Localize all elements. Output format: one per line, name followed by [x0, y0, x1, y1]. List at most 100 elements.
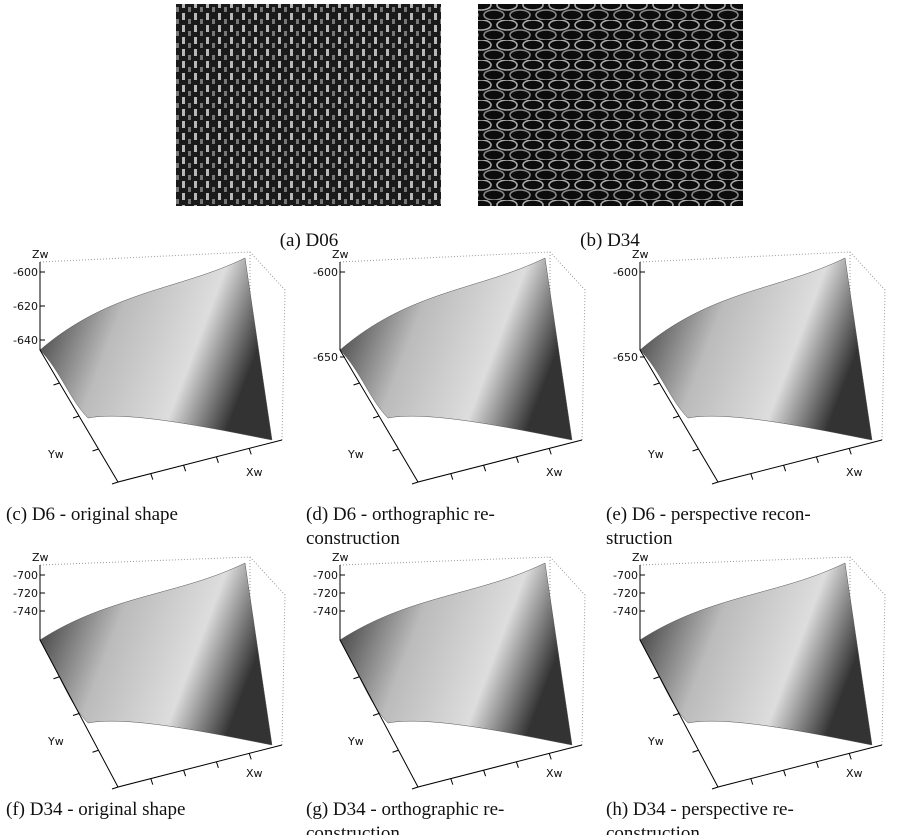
- axis-label: Xw: [846, 767, 863, 780]
- axis-label: Xw: [546, 767, 563, 780]
- axis-tick: [751, 779, 753, 785]
- axis-label: Xw: [246, 767, 263, 780]
- z-tick-label: -700: [13, 569, 38, 582]
- axis-tick: [673, 416, 679, 418]
- surface: [40, 258, 272, 440]
- axis-tick: [54, 383, 60, 385]
- axis-tick: [412, 482, 418, 484]
- axis-tick: [673, 714, 679, 716]
- axis-tick: [816, 457, 818, 463]
- z-tick-label: -720: [313, 587, 338, 600]
- axis-tick: [216, 457, 218, 463]
- caption: struction: [606, 528, 673, 549]
- axis-label: Yw: [647, 448, 664, 461]
- axis-tick: [849, 753, 851, 759]
- axis-tick: [354, 677, 360, 679]
- axis-tick: [693, 750, 699, 752]
- axis-tick: [151, 474, 153, 480]
- z-tick-label: -740: [613, 605, 638, 618]
- axis-tick: [73, 714, 79, 716]
- axis-tick: [451, 474, 453, 480]
- texture-image: [176, 4, 441, 206]
- surface: [340, 563, 572, 745]
- z-tick-label: -640: [13, 334, 38, 347]
- axis-tick: [712, 787, 718, 789]
- axis-tick: [516, 762, 518, 768]
- axis-label: Yw: [347, 735, 364, 748]
- z-tick-label: -720: [13, 587, 38, 600]
- caption: construction: [306, 823, 400, 835]
- axis-tick: [93, 449, 99, 451]
- axis-tick: [249, 753, 251, 759]
- z-tick-label: -720: [613, 587, 638, 600]
- z-tick-label: -600: [313, 266, 338, 279]
- axis-label: Zw: [632, 551, 649, 564]
- z-tick-label: -620: [13, 300, 38, 313]
- axis-tick: [712, 482, 718, 484]
- axis-tick: [184, 465, 186, 471]
- axis-tick: [451, 779, 453, 785]
- axis-tick: [784, 770, 786, 776]
- axis-tick: [751, 474, 753, 480]
- axis-tick: [373, 714, 379, 716]
- z-tick-label: -700: [313, 569, 338, 582]
- z-tick-label: -700: [613, 569, 638, 582]
- axis-tick: [393, 449, 399, 451]
- z-tick-label: -600: [613, 266, 638, 279]
- axis-tick: [249, 448, 251, 454]
- axis-tick: [373, 416, 379, 418]
- surface: [640, 258, 872, 440]
- caption: (c) D6 - original shape: [6, 504, 178, 525]
- z-tick-label: -650: [313, 351, 338, 364]
- axis-tick: [412, 787, 418, 789]
- axis-tick: [354, 383, 360, 385]
- axis-tick: [484, 465, 486, 471]
- surface: [40, 563, 272, 745]
- surface: [640, 563, 872, 745]
- caption: (h) D34 - perspective re-: [606, 799, 794, 820]
- axis-tick: [849, 448, 851, 454]
- axis-tick: [151, 779, 153, 785]
- caption: construction: [606, 823, 700, 835]
- axis-label: Yw: [47, 735, 64, 748]
- axis-label: Zw: [32, 248, 49, 261]
- axis-tick: [516, 457, 518, 463]
- axis-label: Xw: [546, 466, 563, 479]
- axis-tick: [184, 770, 186, 776]
- axis-label: Xw: [246, 466, 263, 479]
- axis-label: Zw: [32, 551, 49, 564]
- axis-label: Yw: [347, 448, 364, 461]
- surface: [340, 258, 572, 440]
- caption: (e) D6 - perspective recon-: [606, 504, 811, 525]
- z-tick-label: -740: [313, 605, 338, 618]
- z-tick-label: -740: [13, 605, 38, 618]
- caption: (a) D06: [280, 230, 339, 251]
- texture-image: [478, 4, 743, 206]
- z-tick-label: -600: [13, 266, 38, 279]
- caption: (g) D34 - orthographic re-: [306, 799, 504, 820]
- axis-tick: [93, 750, 99, 752]
- axis-tick: [549, 448, 551, 454]
- axis-tick: [484, 770, 486, 776]
- axis-label: Zw: [632, 248, 649, 261]
- axis-tick: [693, 449, 699, 451]
- figure: (a) D06 (b) D34 ZwYwXw-600-620-640(c) D6…: [0, 0, 902, 835]
- axis-tick: [816, 762, 818, 768]
- axis-label: Zw: [332, 248, 349, 261]
- caption: (d) D6 - orthographic re-: [306, 504, 495, 525]
- axis-tick: [112, 482, 118, 484]
- axis-label: Yw: [647, 735, 664, 748]
- axis-label: Xw: [846, 466, 863, 479]
- caption: construction: [306, 528, 400, 549]
- z-tick-label: -650: [613, 351, 638, 364]
- axis-tick: [54, 677, 60, 679]
- axis-tick: [112, 787, 118, 789]
- axis-tick: [216, 762, 218, 768]
- axis-label: Yw: [47, 448, 64, 461]
- axis-tick: [73, 416, 79, 418]
- caption: (f) D34 - original shape: [6, 799, 185, 820]
- axis-tick: [654, 383, 660, 385]
- axis-tick: [784, 465, 786, 471]
- axis-tick: [549, 753, 551, 759]
- axis-tick: [393, 750, 399, 752]
